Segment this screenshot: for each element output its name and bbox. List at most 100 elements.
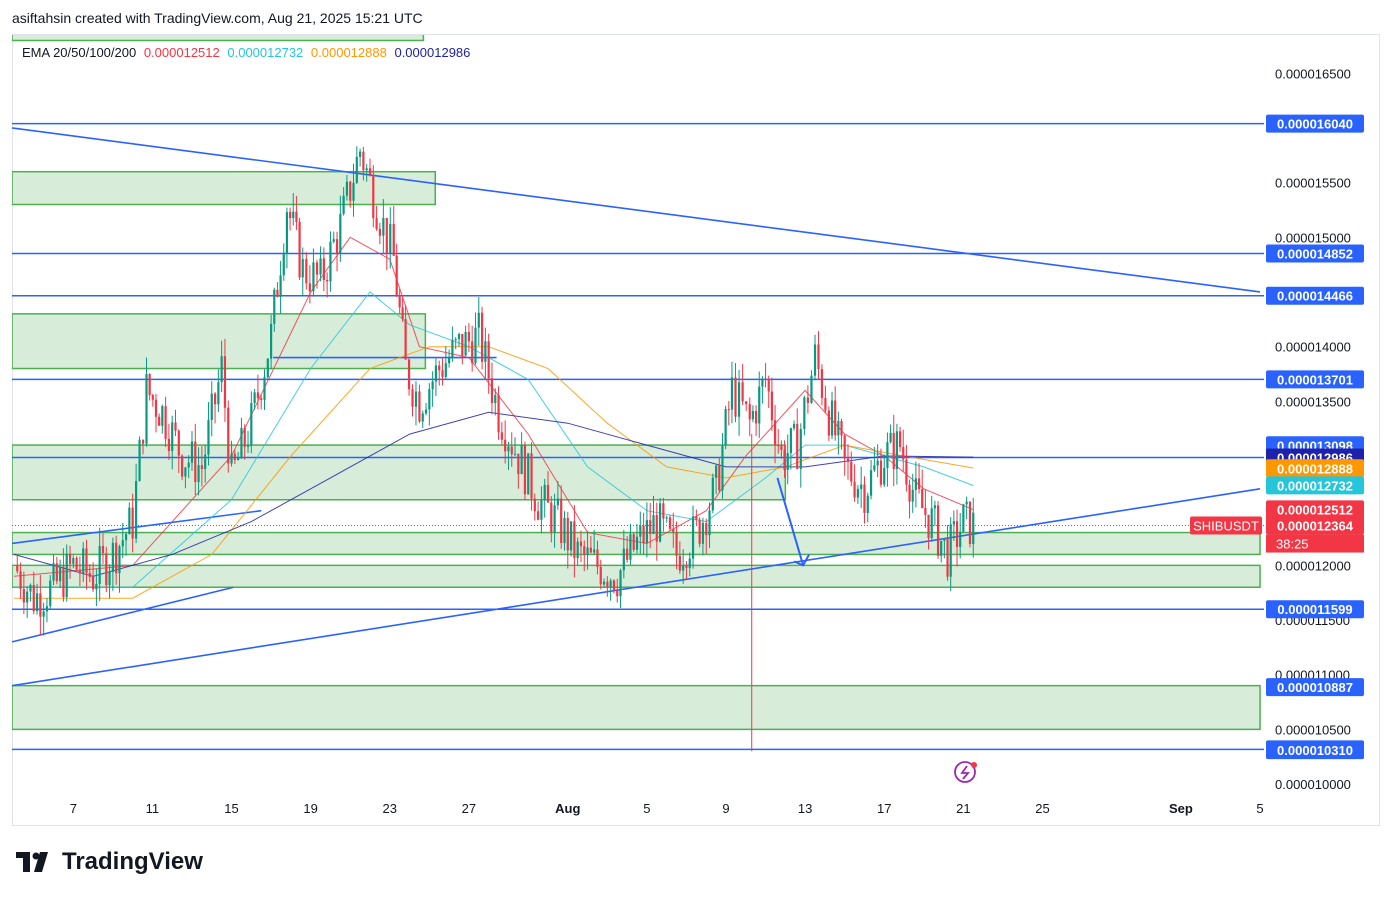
- candle-body: [946, 538, 949, 577]
- chart-frame[interactable]: [12, 34, 1380, 826]
- ema-100-value: 0.000012888: [310, 45, 387, 60]
- candle-body: [401, 307, 404, 320]
- candle-body: [273, 289, 276, 324]
- candle-body: [537, 511, 540, 520]
- candle-body: [385, 217, 388, 254]
- supply-demand-zone: [12, 313, 427, 370]
- candle-body: [817, 344, 820, 370]
- candle-body: [471, 341, 474, 364]
- candle-body: [372, 174, 375, 219]
- candle-body: [164, 406, 167, 439]
- candle-body: [477, 312, 480, 328]
- x-tick-label: 23: [383, 801, 397, 816]
- candle-body: [546, 484, 550, 503]
- candle-body: [339, 213, 342, 254]
- candle-body: [622, 548, 625, 571]
- candle-body: [174, 422, 177, 431]
- candle-body: [411, 389, 414, 407]
- candle-body: [730, 377, 734, 410]
- y-tick-label: 0.000012000: [1275, 558, 1351, 573]
- candle-body: [940, 540, 943, 556]
- supply-demand-zone: [12, 564, 1261, 588]
- candle-body: [319, 258, 322, 275]
- candle-body: [305, 259, 308, 284]
- candle-body: [285, 212, 289, 254]
- candle-body: [745, 401, 748, 405]
- y-tick-label: 0.000015000: [1275, 230, 1351, 245]
- candle-body: [754, 411, 758, 424]
- candle-body: [105, 553, 108, 586]
- candle-body: [312, 262, 315, 292]
- arrow-head-icon: [793, 553, 811, 567]
- ema-50-value: 0.000012732: [227, 45, 304, 60]
- price-label: 0.000014852: [1277, 246, 1353, 261]
- candle-body: [905, 459, 908, 485]
- x-tick-label: 11: [146, 801, 160, 816]
- price-label-box: [1266, 370, 1364, 389]
- candle-body: [560, 498, 563, 544]
- candle-body: [474, 327, 477, 364]
- supply-demand-zone: [12, 35, 425, 42]
- candle-body: [711, 477, 714, 511]
- candle-body: [464, 331, 467, 356]
- candle-body: [315, 262, 319, 275]
- candle-body: [131, 507, 134, 539]
- candle-body: [853, 481, 856, 498]
- candle-body: [19, 571, 22, 589]
- candle-body: [850, 461, 853, 482]
- candle-body: [355, 156, 358, 183]
- candle-body: [389, 223, 392, 254]
- candle-body: [685, 565, 688, 568]
- candle-body: [111, 542, 114, 573]
- candle-body: [955, 521, 959, 547]
- candle-body: [138, 439, 141, 481]
- candle-body: [806, 397, 810, 403]
- x-tick-label: 5: [1256, 801, 1263, 816]
- supply-demand-zone: [12, 444, 787, 501]
- candle-body: [612, 580, 616, 591]
- candle-body: [494, 395, 497, 403]
- candle-body: [869, 470, 873, 496]
- price-label-box: [1266, 114, 1364, 133]
- candle-body: [378, 228, 381, 236]
- candle-body: [82, 548, 85, 574]
- candle-body: [85, 548, 88, 573]
- candle-body: [448, 357, 451, 364]
- candle-body: [943, 538, 946, 541]
- candle-body: [407, 359, 411, 390]
- candle-body: [917, 478, 921, 490]
- candle-body: [223, 356, 227, 408]
- candle-body: [190, 441, 194, 463]
- candle-body: [59, 566, 62, 582]
- candle-body: [688, 558, 691, 568]
- candle-body: [213, 393, 217, 405]
- candle-body: [678, 555, 681, 571]
- ema-line-0: [13, 236, 974, 577]
- candle-body: [404, 319, 407, 360]
- x-tick-label: 9: [722, 801, 729, 816]
- candle-body: [237, 458, 240, 461]
- candle-body: [45, 606, 49, 612]
- candle-body: [500, 432, 503, 440]
- price-label-box: [1266, 459, 1364, 478]
- candle-body: [792, 423, 796, 429]
- candle-body: [253, 392, 256, 404]
- candle-body: [154, 399, 158, 417]
- candle-body: [737, 382, 741, 417]
- candle-body: [326, 280, 329, 282]
- candle-body: [866, 495, 869, 514]
- candle-body: [635, 536, 639, 550]
- candle-body: [550, 502, 553, 533]
- candle-body: [135, 480, 138, 539]
- candle-body: [517, 453, 520, 475]
- candle-body: [773, 420, 777, 446]
- candle-body: [824, 397, 827, 411]
- candle-body: [467, 331, 470, 342]
- candle-body: [35, 593, 39, 612]
- candle-body: [553, 505, 556, 533]
- y-tick-label: 0.000016500: [1275, 66, 1351, 81]
- brand[interactable]: TradingView: [16, 848, 203, 876]
- tradingview-logo-icon: [16, 852, 48, 872]
- y-tick-label: 0.000015500: [1275, 176, 1351, 191]
